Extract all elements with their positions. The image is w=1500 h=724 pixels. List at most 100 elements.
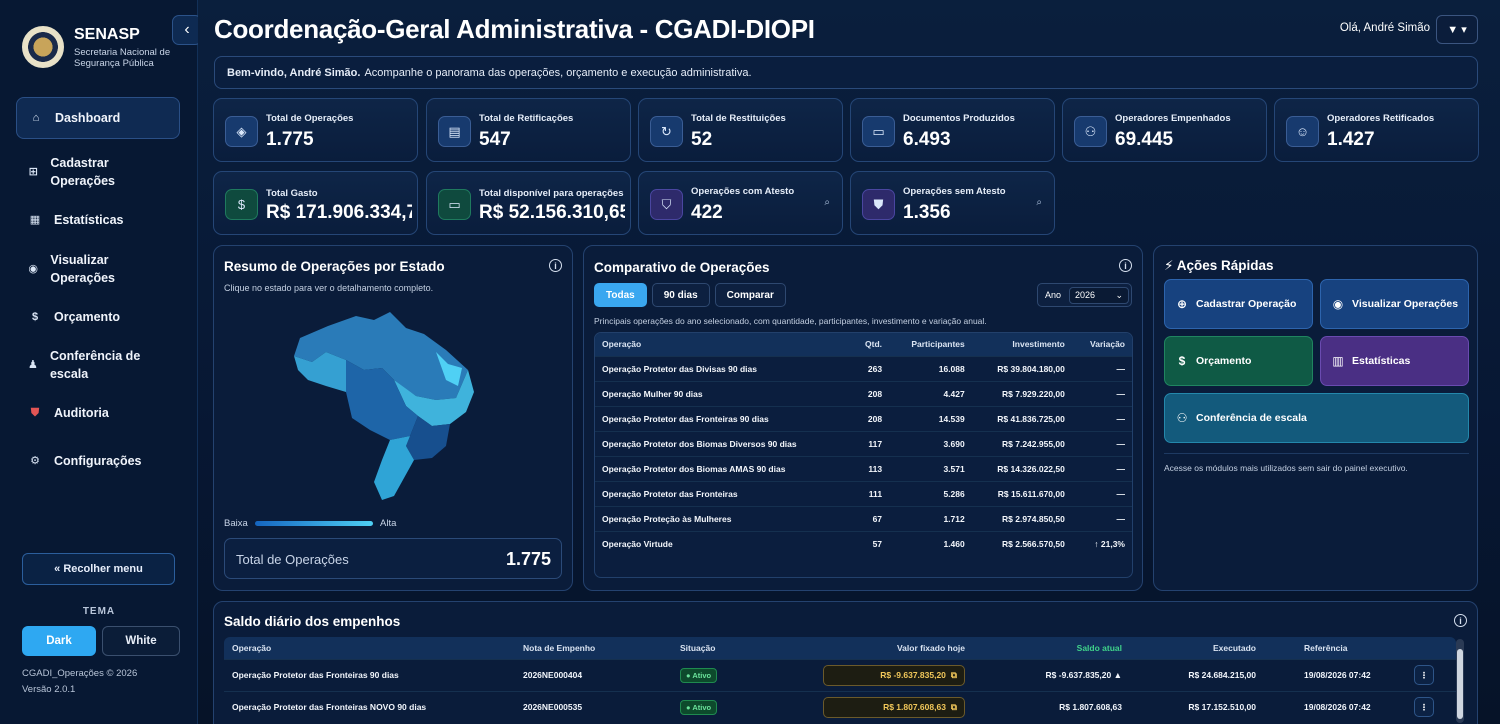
table-row[interactable]: Operação Mulher 90 dias 208 4.427 R$ 7.929.… xyxy=(595,380,1132,406)
card-documentos[interactable]: ▭ Documentos Produzidos 6.493 xyxy=(850,98,1055,162)
map-region-coast[interactable] xyxy=(436,352,462,386)
sidebar-item-dashboard[interactable]: ⌂ Dashboard xyxy=(16,97,180,139)
cell-operacao: Operação Protetor das Fronteiras 90 dias xyxy=(224,658,515,691)
theme-switcher: Dark White xyxy=(22,626,180,656)
users-icon: ⚇ xyxy=(1176,411,1188,425)
cell-operacao: Operação Protetor das Fronteiras xyxy=(595,480,852,506)
row-menu-button[interactable]: ⋮ xyxy=(1414,697,1434,718)
brazil-map[interactable] xyxy=(286,308,476,508)
valor-fixado-field[interactable]: R$ -9.637.835,20 ⧉ xyxy=(823,664,965,686)
quick-label: Visualizar Operações xyxy=(1352,298,1459,310)
sidebar-toggle-button[interactable]: ‹ xyxy=(172,15,202,45)
year-value: 2026 xyxy=(1075,289,1096,300)
info-icon[interactable]: i xyxy=(549,259,562,272)
year-select[interactable]: Ano 2026 ⌄ xyxy=(1037,283,1132,307)
sidebar-item-visualizar[interactable]: ◉ Visualizar Operações xyxy=(16,250,156,288)
col-valor-fixado[interactable]: Valor fixado hoje xyxy=(815,637,973,659)
copy-icon[interactable]: ⧉ xyxy=(950,701,957,712)
map-region-centerwest[interactable] xyxy=(346,360,418,440)
col-nota[interactable]: Nota de Empenho xyxy=(515,637,672,659)
sidebar-item-orcamento[interactable]: $ Orçamento xyxy=(16,298,180,336)
quick-conferencia-button[interactable]: ⚇ Conferência de escala xyxy=(1164,393,1469,443)
user-menu-button[interactable]: ▼ ▾ xyxy=(1436,15,1478,44)
cell-qtd: 67 xyxy=(851,505,890,531)
card-sem-atesto[interactable]: ⛊ Operações sem Atesto 1.356 ⌕ xyxy=(850,171,1055,235)
search-icon[interactable]: ⌕ xyxy=(824,197,830,208)
table-row[interactable]: Operação Protetor das Fronteiras NOVO 90… xyxy=(224,690,1456,723)
quick-estatisticas-button[interactable]: ▥ Estatísticas xyxy=(1320,336,1469,386)
footer-copyright: CGADI_Operações © 2026 xyxy=(22,668,138,679)
quick-label: Orçamento xyxy=(1196,355,1252,367)
col-variacao[interactable]: Variação xyxy=(1071,333,1132,356)
col-investimento[interactable]: Investimento xyxy=(971,333,1072,356)
valor-fixado-field[interactable]: R$ 1.807.608,63 ⧉ xyxy=(823,696,965,718)
quick-cadastrar-button[interactable]: ⊕ Cadastrar Operação xyxy=(1164,279,1313,329)
cell-investimento: R$ 39.804.180,00 xyxy=(971,355,1072,381)
info-icon[interactable]: i xyxy=(1454,614,1467,627)
card-total-gasto[interactable]: $ Total Gasto R$ 171.906.334,7 xyxy=(213,171,418,235)
table-row[interactable]: Operação Protetor das Divisas 90 dias 263… xyxy=(595,355,1132,381)
collapse-menu-button[interactable]: « Recolher menu xyxy=(22,553,175,585)
cell-investimento: R$ 41.836.725,00 xyxy=(971,405,1072,431)
map-region-southeast[interactable] xyxy=(406,416,450,460)
saldo-scrollbar[interactable] xyxy=(1456,639,1464,723)
col-saldo-atual[interactable]: Saldo atual xyxy=(973,637,1130,659)
cell-qtd: 111 xyxy=(851,480,890,506)
card-total-operacoes[interactable]: ◈ Total de Operações 1.775 xyxy=(213,98,418,162)
table-header: Operação Qtd. Participantes Investimento… xyxy=(595,333,1132,356)
table-row[interactable]: Operação Proteção às Mulheres 67 1.712 R$ 2… xyxy=(595,505,1132,531)
sidebar-item-configuracoes[interactable]: ⚙ Configurações xyxy=(16,442,180,480)
table-row[interactable]: Operação Protetor das Fronteiras 90 dias… xyxy=(224,658,1456,691)
col-participantes[interactable]: Participantes xyxy=(889,333,972,356)
card-com-atesto[interactable]: ⛉ Operações com Atesto 422 ⌕ xyxy=(638,171,843,235)
col-operacao[interactable]: Operação xyxy=(224,637,515,659)
table-row[interactable]: Operação Protetor das Fronteiras 111 5.286… xyxy=(595,480,1132,506)
tab-todas[interactable]: Todas xyxy=(594,283,647,307)
row-menu-button[interactable]: ⋮ xyxy=(1414,665,1434,685)
saldo-panel: Saldo diário dos empenhos i Operação Not… xyxy=(213,601,1478,724)
col-situacao[interactable]: Situação xyxy=(672,637,815,659)
map-region-north[interactable] xyxy=(294,312,468,400)
col-operacao[interactable]: Operação xyxy=(595,333,852,356)
table-row[interactable]: Operação Virtude 57 1.460 R$ 2.566.570,50 ↑ … xyxy=(595,530,1132,556)
table-spacer xyxy=(595,556,1132,577)
col-executado[interactable]: Executado xyxy=(1130,637,1264,659)
card-total-restituicoes[interactable]: ↻ Total de Restituições 52 xyxy=(638,98,843,162)
card-total-retificacoes[interactable]: ▤ Total de Retificações 547 xyxy=(426,98,631,162)
scrollbar-thumb[interactable] xyxy=(1457,649,1463,719)
copy-icon[interactable]: ⧉ xyxy=(950,669,957,680)
dollar-icon: $ xyxy=(31,311,39,323)
quick-visualizar-button[interactable]: ◉ Visualizar Operações xyxy=(1320,279,1469,329)
cell-variacao: — xyxy=(1071,505,1132,531)
sidebar-item-conferencia[interactable]: ♟ Conferência de escala xyxy=(16,346,156,384)
map-region-south[interactable] xyxy=(374,436,414,500)
tab-comparar[interactable]: Comparar xyxy=(714,283,786,307)
card-total-disponivel[interactable]: ▭ Total disponível para operações R$ 52.… xyxy=(426,171,631,235)
quick-orcamento-button[interactable]: $ Orçamento xyxy=(1164,336,1313,386)
cell-operacao: Operação Protetor das Fronteiras NOVO 90… xyxy=(224,690,515,723)
table-row[interactable]: Operação Protetor dos Biomas AMAS 90 dia… xyxy=(595,455,1132,481)
table-row[interactable]: Operação Protetor das Fronteiras 90 dias… xyxy=(595,405,1132,431)
sidebar-item-estatisticas[interactable]: ▦ Estatísticas xyxy=(16,201,180,239)
card-operadores-empenhados[interactable]: ⚇ Operadores Empenhados 69.445 xyxy=(1062,98,1267,162)
info-icon[interactable]: i xyxy=(1119,259,1132,272)
comparativo-subtitle: Principais operações do ano selecionado,… xyxy=(594,316,987,326)
col-qtd[interactable]: Qtd. xyxy=(851,333,890,356)
map-panel-subtitle: Clique no estado para ver o detalhamento… xyxy=(224,283,434,293)
map-region-northeast[interactable] xyxy=(394,370,474,426)
sidebar-item-cadastrar[interactable]: ⊞ Cadastrar Operações xyxy=(16,153,156,191)
cell-investimento: R$ 14.326.022,50 xyxy=(971,455,1072,481)
acoes-note: Acesse os módulos mais utilizados sem sa… xyxy=(1164,463,1408,473)
cell-investimento: R$ 15.611.670,00 xyxy=(971,480,1072,506)
search-icon[interactable]: ⌕ xyxy=(1036,197,1042,208)
tab-90-dias[interactable]: 90 dias xyxy=(651,283,710,307)
theme-dark-button[interactable]: Dark xyxy=(22,626,96,656)
sidebar-item-auditoria[interactable]: ⛊ Auditoria xyxy=(16,394,180,432)
theme-white-button[interactable]: White xyxy=(102,626,180,656)
theme-label: TEMA xyxy=(82,606,116,617)
col-referencia[interactable]: Referência xyxy=(1264,637,1406,659)
card-operadores-retificados[interactable]: ☺ Operadores Retificados 1.427 xyxy=(1274,98,1479,162)
map-region-west[interactable] xyxy=(294,352,346,392)
cell-qtd: 57 xyxy=(851,530,890,556)
table-row[interactable]: Operação Protetor dos Biomas Diversos 90… xyxy=(595,430,1132,456)
